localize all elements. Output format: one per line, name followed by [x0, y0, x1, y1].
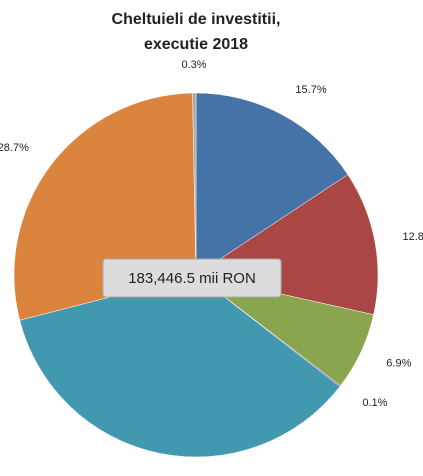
chart-title: executie 2018 [144, 36, 248, 53]
pie [13, 92, 379, 458]
slice [192, 92, 197, 276]
data-label: 35.5% [122, 475, 153, 476]
data-label: 0.1% [362, 397, 387, 409]
slice [19, 274, 341, 458]
data-label: 12.8% [403, 231, 423, 243]
center-box [102, 258, 282, 298]
center-label: 183,446.5 mii RON [128, 270, 256, 287]
data-label: 28.7% [0, 142, 29, 154]
data-label: 6.9% [386, 358, 411, 370]
chart-title: Cheltuieli de investitii, [112, 11, 281, 28]
slice [195, 92, 349, 276]
data-label: 15.7% [295, 84, 326, 96]
data-label: 0.3% [181, 59, 206, 71]
